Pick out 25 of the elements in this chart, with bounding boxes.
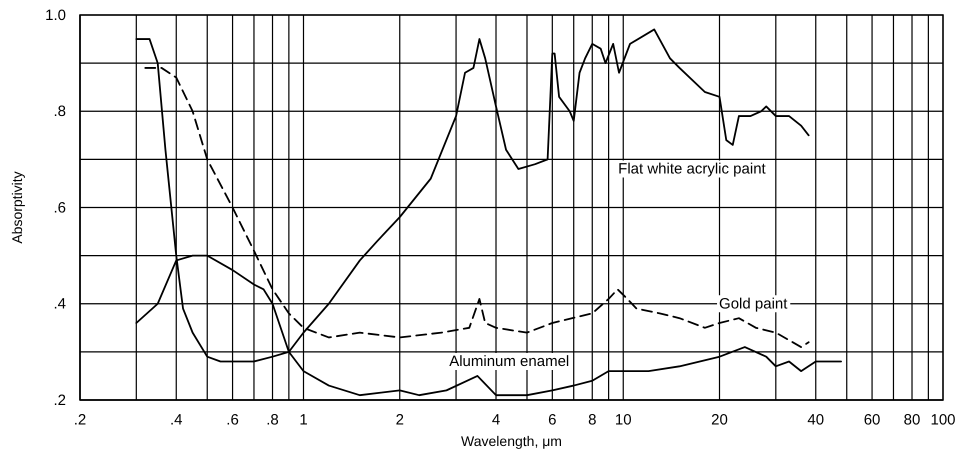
x-tick-label: 1 [299, 412, 308, 429]
series-label: Gold paint [719, 295, 788, 312]
x-tick-label: 80 [904, 412, 920, 429]
x-tick-label: 4 [492, 412, 500, 429]
y-tick-label: .6 [53, 199, 66, 216]
x-tick-label: .4 [170, 412, 183, 429]
x-tick-label: 6 [548, 412, 556, 429]
y-tick-label: 1.0 [45, 6, 66, 24]
x-tick-label: 2 [396, 412, 404, 429]
x-tick-label: .2 [74, 412, 86, 429]
x-tick-label: .8 [266, 412, 279, 429]
x-tick-label: .6 [226, 412, 239, 429]
y-axis-title: Absorptivity [9, 171, 25, 244]
x-tick-label: 20 [711, 412, 728, 429]
x-axis-title: Wavelength, μm [461, 433, 562, 449]
y-tick-label: .8 [53, 103, 66, 120]
y-tick-label: .4 [53, 296, 66, 313]
x-tick-label: 10 [614, 412, 632, 429]
text: Flat white acrylic paint [618, 160, 767, 178]
x-tick-label: 8 [588, 412, 596, 429]
x-tick-label: 100 [930, 412, 956, 429]
x-tick-label: 60 [864, 412, 880, 429]
series-label: Aluminum enamel [449, 353, 570, 370]
y-tick-label: .2 [53, 392, 66, 409]
x-tick-label: 40 [807, 412, 824, 429]
